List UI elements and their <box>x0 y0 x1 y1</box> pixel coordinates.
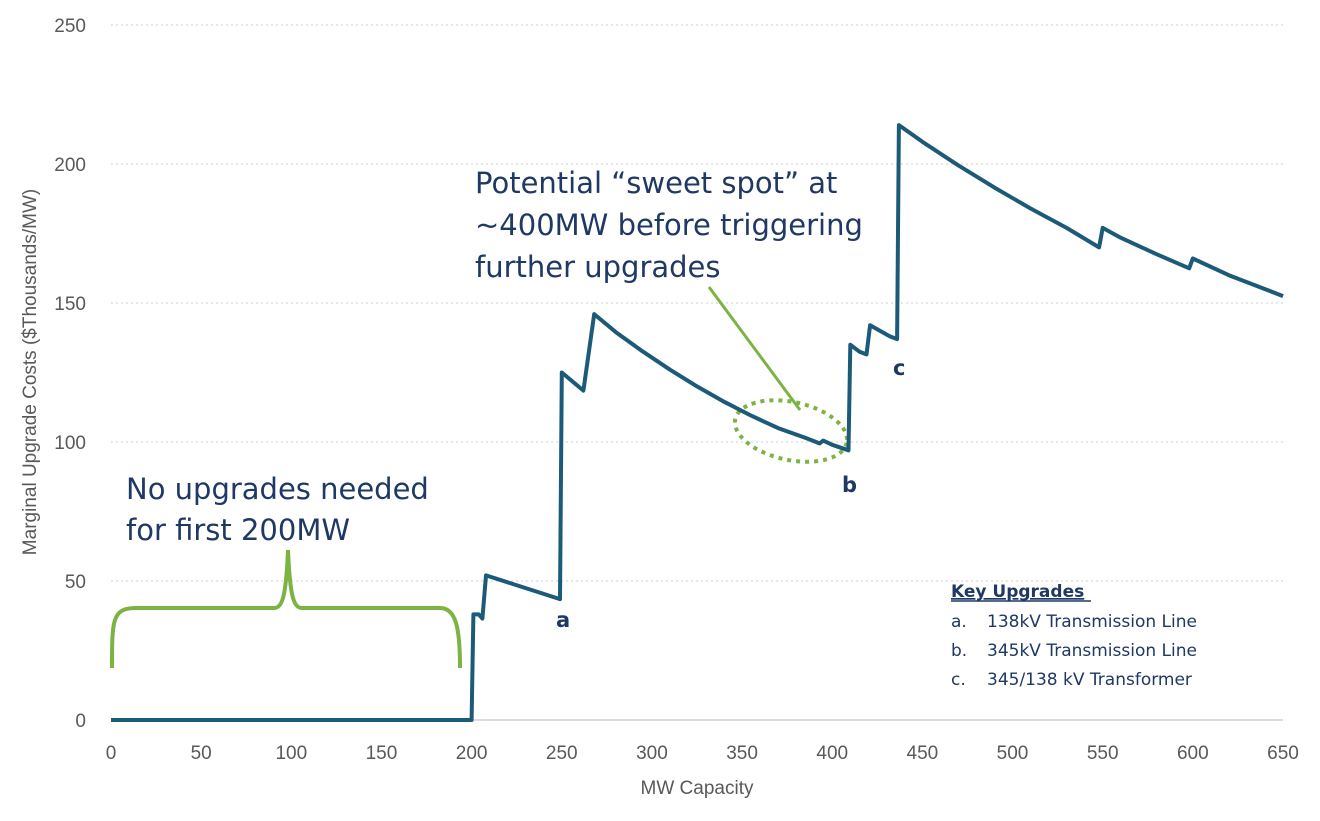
x-tick-label: 0 <box>106 743 117 764</box>
gridlines <box>111 24 1283 721</box>
key-item-letter: c. <box>951 670 966 690</box>
x-tick-label: 350 <box>726 743 758 764</box>
x-tick-label: 300 <box>636 743 668 764</box>
y-tick-label: 200 <box>54 155 86 176</box>
x-axis-title: MW Capacity <box>641 778 754 799</box>
x-tick-label: 250 <box>546 743 578 764</box>
annotation-sweet-spot-line2: ~400MW before triggering <box>475 208 863 242</box>
y-tick-label: 50 <box>65 572 86 593</box>
key-items: a. 138kV Transmission Line b. 345kV Transmi… <box>951 612 1197 690</box>
key-item-text: 138kV Transmission Line <box>987 612 1197 632</box>
key-item-letter: b. <box>951 641 967 661</box>
annotation-no-upgrades-line2: for first 200MW <box>126 513 350 547</box>
x-tick-label: 650 <box>1267 743 1299 764</box>
x-axis-ticks: 0 50 100 150 200 250 300 350 400 450 500 550 600 650 <box>106 743 1299 764</box>
x-tick-label: 150 <box>366 743 398 764</box>
no-upgrade-brace <box>110 549 462 669</box>
key-title: Key Upgrades <box>951 582 1084 602</box>
annotation-sweet-spot-line1: Potential “sweet spot” at <box>475 166 837 200</box>
y-tick-label: 250 <box>54 16 86 37</box>
x-tick-label: 500 <box>997 743 1029 764</box>
key-item-letter: a. <box>951 612 967 632</box>
x-tick-label: 450 <box>907 743 939 764</box>
key-item-text: 345kV Transmission Line <box>987 641 1197 661</box>
x-tick-label: 100 <box>275 743 307 764</box>
x-tick-label: 400 <box>816 743 848 764</box>
point-label-a: a <box>556 608 570 632</box>
y-tick-label: 100 <box>54 433 86 454</box>
annotation-sweet-spot-line3: further upgrades <box>475 250 721 284</box>
y-axis-title: Marginal Upgrade Costs ($Thousands/MW) <box>20 189 41 555</box>
cost-series-line <box>111 123 1284 722</box>
point-label-b: b <box>842 473 857 497</box>
x-tick-label: 50 <box>191 743 212 764</box>
y-axis-ticks: 0 50 100 150 200 250 <box>54 16 86 732</box>
y-tick-label: 0 <box>75 711 86 732</box>
key-item-text: 345/138 kV Transformer <box>987 670 1192 690</box>
x-tick-label: 200 <box>456 743 488 764</box>
y-tick-label: 150 <box>54 294 86 315</box>
x-tick-label: 550 <box>1087 743 1119 764</box>
point-label-c: c <box>893 356 905 380</box>
x-tick-label: 600 <box>1177 743 1209 764</box>
sweet-spot-pointer <box>707 286 802 411</box>
annotation-no-upgrades-line1: No upgrades needed <box>126 472 429 506</box>
